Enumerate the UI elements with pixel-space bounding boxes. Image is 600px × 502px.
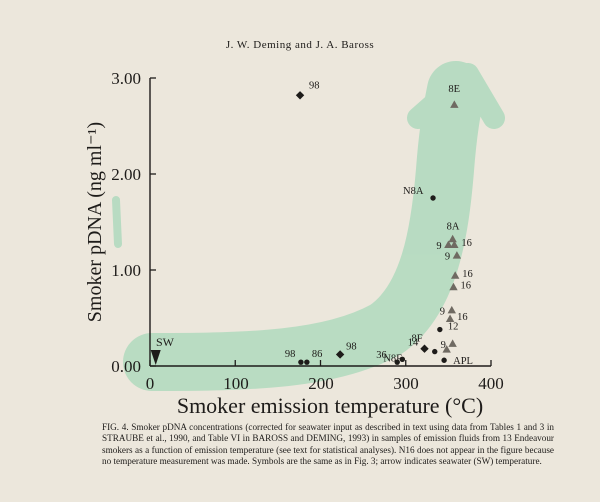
data-point-label: 8F: [412, 334, 423, 345]
x-tick-label: 0: [146, 374, 155, 393]
y-tick-label: 3.00: [111, 69, 141, 88]
data-point-label: N8A: [403, 186, 424, 197]
data-point-label: 36: [376, 350, 387, 361]
data-point-triangle: [448, 339, 457, 347]
data-point-label: 9: [436, 241, 441, 252]
data-point-label: 16: [457, 312, 468, 323]
data-point-triangle: [448, 234, 457, 243]
data-point-triangle: [450, 100, 459, 108]
data-point-triangle: [450, 240, 459, 249]
data-point-triangle: [452, 251, 462, 259]
highlight-yaxis-mark: [112, 196, 122, 248]
data-point-label: 16: [462, 269, 473, 280]
x-tick-labels: 0 100 200 300 400: [146, 374, 504, 393]
data-point-diamond: [335, 350, 345, 359]
data-point-circle: [432, 348, 438, 355]
data-point-circle: [298, 359, 304, 365]
seawater-marker: SW: [150, 335, 175, 365]
data-point-label: 8A: [447, 221, 460, 232]
highlighter-annotations: [112, 61, 505, 391]
data-point-label: 16: [460, 280, 471, 291]
data-point-label: 9: [445, 252, 450, 263]
y-axis-title: Smoker pDNA (ng ml⁻¹): [84, 122, 106, 322]
data-point-label: 12: [448, 322, 459, 333]
x-tick-label: 200: [308, 374, 334, 393]
data-point-label: 16: [461, 238, 472, 249]
data-point-diamond: [420, 344, 429, 353]
data-point-label: 98: [346, 341, 357, 352]
data-point-triangle: [449, 282, 458, 291]
highlight-arrow-head: [407, 63, 505, 129]
y-tick-label: 2.00: [111, 165, 141, 184]
data-point-triangle: [447, 305, 456, 314]
data-point-triangle: [450, 271, 460, 279]
data-point-label: 98: [285, 349, 296, 360]
data-point-label: 9: [441, 340, 446, 351]
x-axis-title: Smoker emission temperature (°C): [177, 393, 483, 418]
x-tick-label: 100: [223, 374, 249, 393]
data-point-circle: [304, 359, 310, 365]
scatter-chart: 0.00 1.00 2.00 3.00 0 100 200 300 400 Sm…: [84, 61, 505, 418]
data-point-circle: [441, 357, 447, 363]
y-tick-labels: 0.00 1.00 2.00 3.00: [111, 69, 141, 376]
y-tick-label: 1.00: [111, 261, 141, 280]
figure-caption: FIG. 4. Smoker pDNA concentrations (corr…: [102, 422, 554, 467]
running-header: J. W. Deming and J. A. Baross: [225, 39, 375, 51]
data-point-circle: [399, 356, 406, 362]
data-point-label: APL: [453, 356, 473, 367]
data-point-triangle: [445, 314, 455, 322]
data-point-triangle: [444, 240, 453, 249]
x-tick-label: 400: [478, 374, 504, 393]
tick-marks: [149, 77, 492, 367]
data-point-circle: [430, 195, 436, 201]
data-point-circle: [394, 359, 400, 365]
data-point-label: N8F: [383, 353, 402, 364]
data-point-triangle: [442, 345, 451, 353]
data-point-circle: [437, 326, 443, 333]
highlight-arrow-swoosh: [123, 61, 485, 391]
data-point-label: 86: [312, 349, 323, 360]
seawater-arrow-icon: [150, 350, 161, 365]
data-point-label: 9: [440, 306, 445, 317]
y-tick-label: 0.00: [111, 357, 141, 376]
data-point-label: 98: [309, 80, 320, 91]
x-tick-label: 300: [393, 374, 419, 393]
data-point-label: 8E: [448, 84, 460, 95]
data-point-diamond: [295, 91, 305, 100]
data-point-label: 14: [408, 338, 419, 349]
seawater-label: SW: [156, 335, 175, 349]
